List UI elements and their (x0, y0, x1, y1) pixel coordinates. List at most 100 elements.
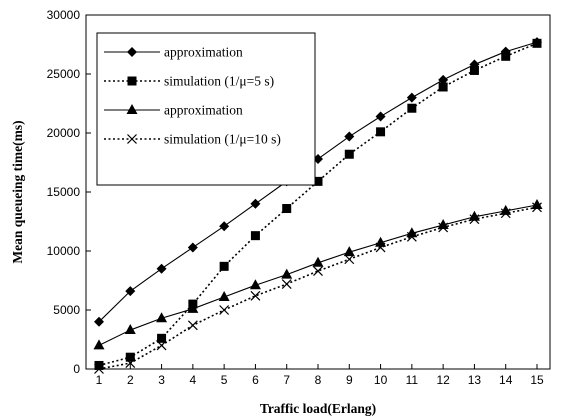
x-tick-label: 8 (315, 373, 322, 387)
series-3-point (531, 198, 543, 209)
series-1-point (250, 198, 261, 209)
x-axis-title: Traffic load(Erlang) (260, 401, 376, 416)
legend: approximation simulation (1/μ=5 s) approxi… (96, 32, 316, 186)
series-2-point (125, 352, 135, 362)
series-4-point (375, 242, 386, 253)
series-2-point (407, 103, 417, 113)
x-marker-stroke (281, 279, 292, 289)
series-4-point (532, 202, 542, 213)
series-1-point (375, 111, 386, 122)
series-4-point (281, 279, 292, 289)
x-tick-label: 14 (499, 373, 513, 387)
x-marker-stroke (438, 222, 449, 233)
series-4-point (156, 340, 167, 351)
series-1-point (406, 92, 417, 103)
legend-label-4: simulation (1/μ=10 s) (164, 132, 281, 147)
series-1-point (94, 316, 104, 327)
legend-label-3: approximation (164, 103, 243, 118)
x-tick-label: 2 (127, 373, 134, 387)
x-marker-stroke (125, 358, 136, 369)
x-axis: 1 2 3 4 5 6 7 8 9 10 11 12 13 14 15 (96, 364, 544, 387)
series-3-point (437, 219, 449, 230)
x-marker-stroke (127, 134, 137, 144)
series-layer (93, 37, 543, 374)
series-3-point (156, 312, 168, 323)
series-2-point (532, 38, 542, 48)
series-1-point (438, 74, 449, 85)
series-4-point (469, 214, 480, 225)
series-1-point (125, 286, 136, 297)
series-2-point (376, 127, 386, 137)
x-marker-stroke (187, 320, 198, 331)
series-4-point (125, 358, 136, 369)
x-tick-label: 12 (436, 373, 450, 387)
series-1-point (187, 242, 198, 253)
x-marker-stroke (313, 266, 323, 276)
series-4-point (219, 305, 230, 315)
x-marker-stroke (344, 254, 355, 265)
series-4-point (500, 208, 511, 219)
series-2-point (157, 333, 167, 343)
series-4-point (406, 231, 417, 242)
series-2-point (469, 65, 479, 75)
x-tick-label: 9 (346, 373, 353, 387)
series-4-point (438, 222, 449, 233)
series-3-point (218, 291, 230, 302)
series-2-point (250, 231, 260, 241)
x-marker-stroke (469, 214, 480, 225)
series-2-point (438, 82, 448, 92)
x-tick-label: 1 (96, 373, 103, 387)
series-4-point (344, 254, 355, 265)
x-marker-stroke (532, 202, 542, 213)
y-tick-label: 30000 (47, 8, 81, 22)
series-2-point (313, 176, 323, 186)
y-tick-label: 5000 (53, 303, 80, 317)
series-2-point (94, 360, 104, 370)
x-tick-label: 13 (468, 373, 482, 387)
series-4-point (187, 320, 198, 331)
series-3-point (312, 256, 324, 267)
y-tick-label: 20000 (47, 126, 81, 140)
series-2-point (219, 261, 229, 271)
legend-marker-2 (127, 76, 137, 86)
x-marker-stroke (94, 364, 104, 374)
legend-marker-1 (127, 47, 137, 57)
series-4-point (313, 266, 323, 276)
series-1-point (156, 263, 167, 274)
y-tick-label: 10000 (47, 244, 81, 258)
series-1-point (219, 221, 230, 232)
series-3-point (187, 302, 199, 313)
x-tick-label: 7 (283, 373, 290, 387)
y-tick-label: 0 (73, 362, 80, 376)
y-axis-title: Mean queueing time(ms) (10, 120, 25, 263)
series-3-point (249, 279, 261, 290)
series-4-point (94, 364, 104, 374)
x-tick-label: 10 (374, 373, 388, 387)
y-tick-label: 15000 (47, 185, 81, 199)
legend-label-2: simulation (1/μ=5 s) (164, 74, 274, 89)
legend-marker-4 (127, 134, 137, 144)
series-2-point (344, 149, 354, 159)
series-1-point (344, 131, 355, 142)
series-3-point (93, 339, 105, 350)
series-3-point (124, 324, 136, 335)
x-marker-stroke (375, 242, 386, 253)
series-3-point (343, 246, 355, 257)
x-marker-stroke (156, 340, 167, 351)
series-3-point (468, 210, 480, 221)
y-tick-label: 25000 (47, 67, 81, 81)
x-tick-label: 5 (221, 373, 228, 387)
x-marker-stroke (250, 290, 261, 301)
x-tick-label: 11 (406, 373, 419, 387)
x-tick-label: 3 (158, 373, 165, 387)
series-4-point (250, 290, 261, 301)
x-tick-label: 15 (530, 373, 544, 387)
x-tick-label: 4 (190, 373, 197, 387)
x-marker-stroke (500, 208, 511, 219)
y-axis: 0 5000 10000 15000 20000 25000 30000 (47, 8, 91, 376)
legend-label-1: approximation (164, 45, 243, 60)
x-tick-label: 6 (252, 373, 259, 387)
x-marker-stroke (406, 231, 417, 242)
series-3-point (281, 268, 293, 279)
